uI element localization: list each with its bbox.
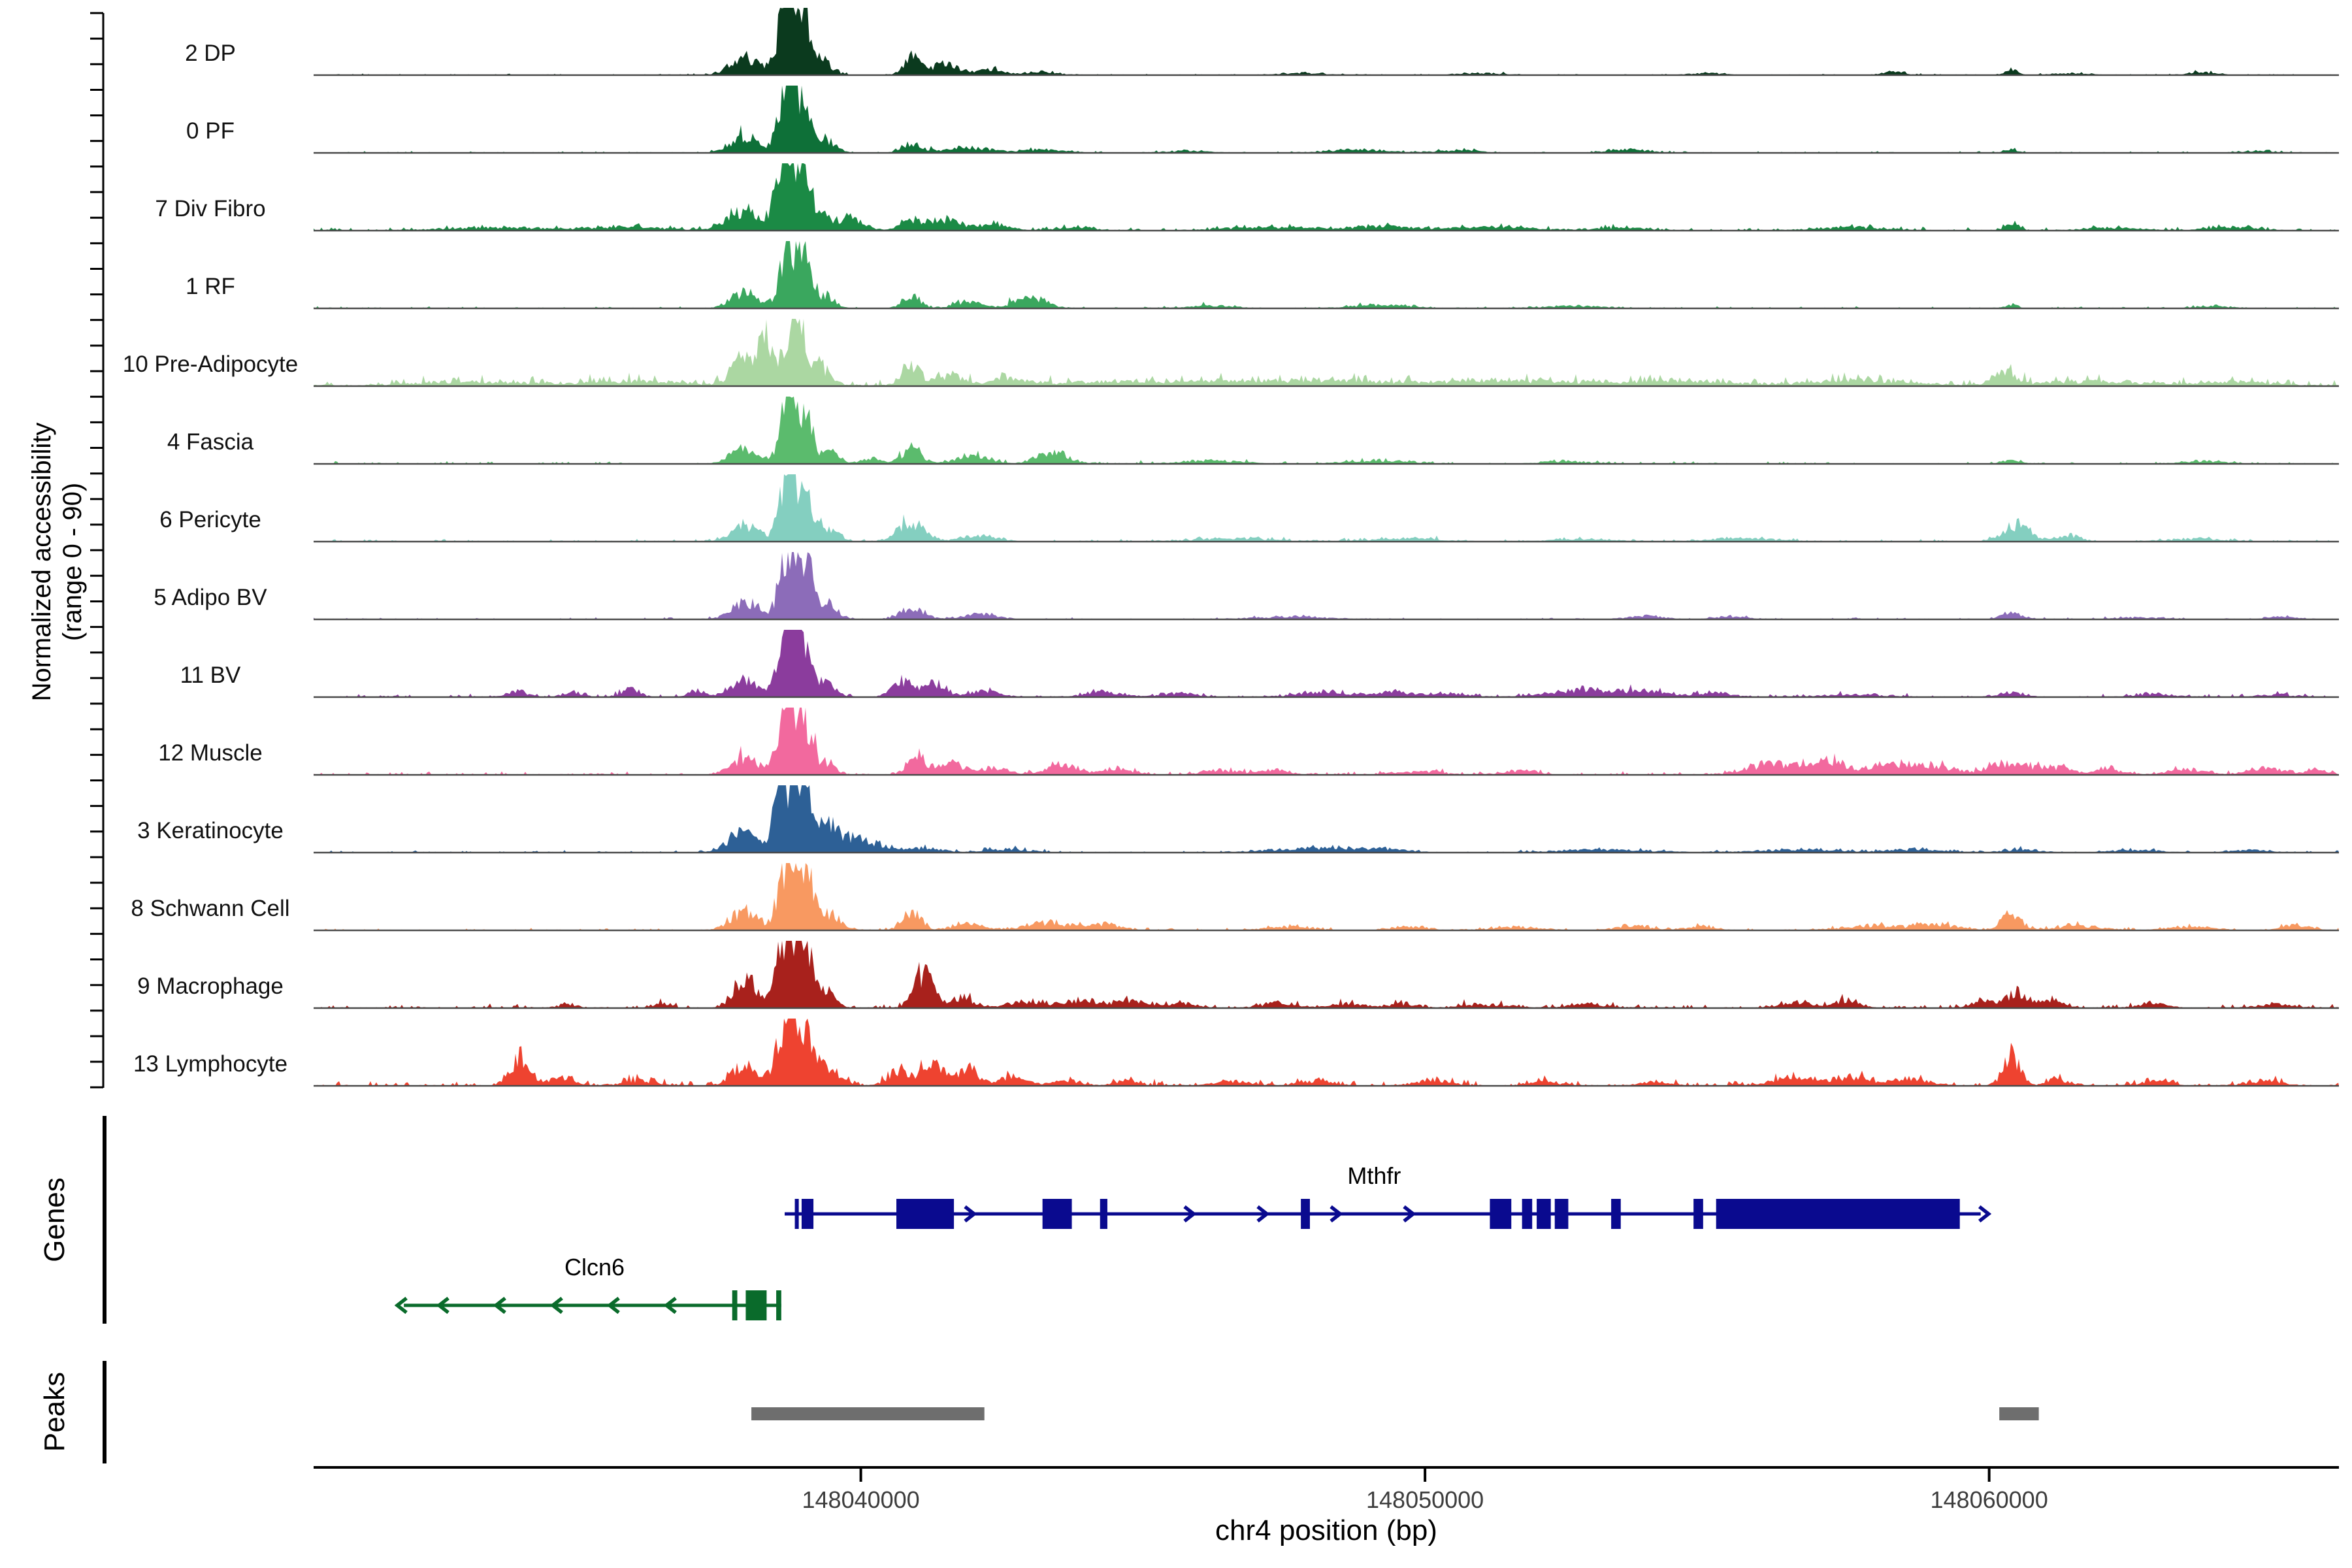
- gene-exon: [1537, 1199, 1551, 1229]
- gene-exon: [1042, 1199, 1072, 1229]
- track-label: 10 Pre-Adipocyte: [123, 351, 298, 377]
- gene-exon: [1301, 1199, 1310, 1229]
- gene-name-label: Mthfr: [1347, 1162, 1401, 1189]
- track-label: 9 Macrophage: [137, 973, 284, 999]
- coverage-track-area: [314, 474, 2339, 542]
- coverage-track-area: [314, 163, 2339, 231]
- coverage-track-area: [314, 630, 2339, 697]
- x-axis-tick-label: 148040000: [802, 1486, 920, 1513]
- strand-arrow-icon: [394, 1296, 408, 1315]
- strand-arrow-icon: [964, 1205, 977, 1223]
- gene-exon: [1693, 1199, 1703, 1229]
- coverage-track-area: [314, 708, 2339, 775]
- strand-arrow-icon: [1403, 1205, 1416, 1223]
- strand-arrow-icon: [1183, 1205, 1197, 1223]
- x-axis-title: chr4 position (bp): [1215, 1514, 1437, 1546]
- gene-exon: [1716, 1199, 1960, 1229]
- track-label: 0 PF: [186, 118, 235, 144]
- coverage-track-area: [314, 397, 2339, 464]
- gene-exon: [1490, 1199, 1512, 1229]
- track-label: 12 Muscle: [158, 740, 263, 766]
- coverage-track-area: [314, 319, 2339, 386]
- gene-exon: [1611, 1199, 1621, 1229]
- track-label: 1 RF: [186, 274, 235, 299]
- coverage-track-area: [314, 863, 2339, 930]
- coverage-track-area: [314, 86, 2339, 153]
- strand-arrow-icon: [606, 1296, 620, 1315]
- track-label: 4 Fascia: [167, 429, 254, 455]
- coverage-track-area: [314, 941, 2339, 1008]
- gene-exon: [745, 1290, 767, 1320]
- gene-exon: [794, 1199, 799, 1229]
- track-label: 13 Lymphocyte: [133, 1051, 287, 1077]
- strand-arrow-icon: [493, 1296, 506, 1315]
- strand-arrow-icon: [436, 1296, 449, 1315]
- gene-exon: [896, 1199, 955, 1229]
- coverage-track-area: [314, 8, 2339, 75]
- coverage-track-area: [314, 241, 2339, 308]
- track-label: 6 Pericyte: [159, 507, 261, 532]
- gene-exon: [801, 1199, 814, 1229]
- track-label: 11 BV: [180, 662, 241, 688]
- strand-arrow-icon: [1330, 1205, 1343, 1223]
- track-label: 3 Keratinocyte: [137, 818, 284, 843]
- track-label: 5 Adipo BV: [154, 585, 267, 610]
- gene-exon: [1554, 1199, 1569, 1229]
- strand-arrow-icon: [1978, 1205, 1992, 1223]
- called-peak-bar: [751, 1407, 985, 1420]
- strand-arrow-icon: [663, 1296, 677, 1315]
- strand-arrow-icon: [1256, 1205, 1270, 1223]
- called-peak-bar: [1999, 1407, 2039, 1420]
- coverage-track-area: [314, 785, 2339, 853]
- gene-name-label: Clcn6: [564, 1254, 625, 1281]
- gene-exon: [1100, 1199, 1107, 1229]
- gene-exon: [732, 1290, 738, 1320]
- gene-exon: [1522, 1199, 1533, 1229]
- coverage-track-area: [314, 552, 2339, 619]
- strand-arrow-icon: [549, 1296, 563, 1315]
- track-label: 2 DP: [185, 41, 236, 66]
- track-label: 7 Div Fibro: [155, 196, 265, 221]
- coverage-track-area: [314, 1019, 2339, 1086]
- gene-exon: [776, 1290, 781, 1320]
- x-axis-tick-label: 148050000: [1366, 1486, 1484, 1513]
- track-label: 8 Schwann Cell: [131, 896, 289, 921]
- x-axis-tick-label: 148060000: [1931, 1486, 2048, 1513]
